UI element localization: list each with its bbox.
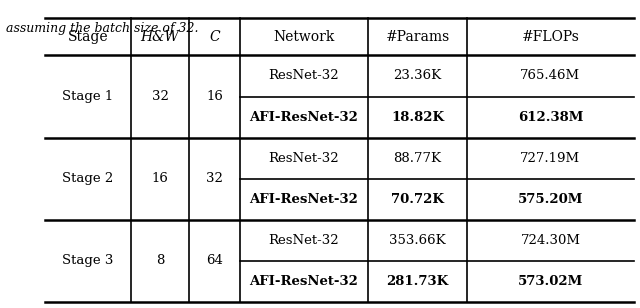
Text: AFI-ResNet-32: AFI-ResNet-32 <box>250 275 358 288</box>
Text: Stage 2: Stage 2 <box>62 172 114 185</box>
Text: 575.20M: 575.20M <box>518 193 583 206</box>
Text: 281.73K: 281.73K <box>387 275 449 288</box>
Text: ResNet-32: ResNet-32 <box>269 70 339 83</box>
Text: 16: 16 <box>206 90 223 103</box>
Text: 353.66K: 353.66K <box>389 234 446 247</box>
Text: ResNet-32: ResNet-32 <box>269 234 339 247</box>
Text: 70.72K: 70.72K <box>391 193 444 206</box>
Text: Stage: Stage <box>68 30 108 44</box>
Text: 32: 32 <box>206 172 223 185</box>
Text: 16: 16 <box>152 172 168 185</box>
Text: #Params: #Params <box>385 30 450 44</box>
Text: 612.38M: 612.38M <box>518 111 583 124</box>
Text: 32: 32 <box>152 90 168 103</box>
Text: 724.30M: 724.30M <box>520 234 580 247</box>
Text: 573.02M: 573.02M <box>518 275 583 288</box>
Text: C: C <box>209 30 220 44</box>
Text: AFI-ResNet-32: AFI-ResNet-32 <box>250 193 358 206</box>
Text: 727.19M: 727.19M <box>520 152 580 164</box>
Text: Stage 1: Stage 1 <box>62 90 114 103</box>
Text: 8: 8 <box>156 254 164 267</box>
Text: 88.77K: 88.77K <box>394 152 442 164</box>
Text: Network: Network <box>273 30 335 44</box>
Text: #FLOPs: #FLOPs <box>522 30 579 44</box>
Text: 23.36K: 23.36K <box>394 70 442 83</box>
Text: ResNet-32: ResNet-32 <box>269 152 339 164</box>
Text: 765.46M: 765.46M <box>520 70 580 83</box>
Text: H&W: H&W <box>141 30 179 44</box>
Text: 64: 64 <box>206 254 223 267</box>
Text: assuming the batch size of 32.: assuming the batch size of 32. <box>6 22 199 34</box>
Text: 18.82K: 18.82K <box>391 111 444 124</box>
Text: AFI-ResNet-32: AFI-ResNet-32 <box>250 111 358 124</box>
Text: Stage 3: Stage 3 <box>62 254 114 267</box>
